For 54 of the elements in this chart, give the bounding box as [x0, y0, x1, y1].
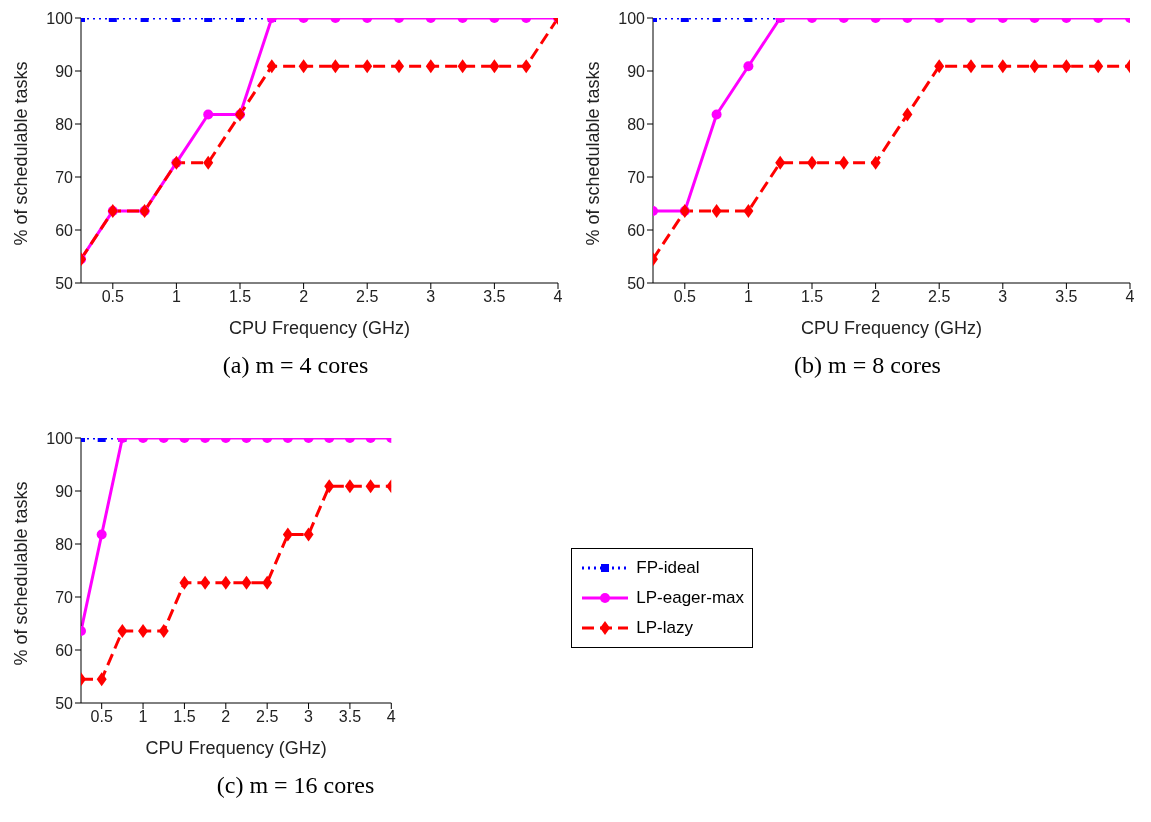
legend-label: FP-ideal	[636, 558, 700, 578]
x-axis-title: CPU Frequency (GHz)	[228, 318, 411, 338]
y-tick-label: 80	[627, 115, 646, 133]
y-tick-label: 90	[55, 62, 74, 80]
y-axis-title: % of schedulable tasks	[11, 481, 32, 666]
x-tick-label: 3	[998, 288, 1008, 306]
x-tick-label: 1.5	[173, 708, 196, 726]
y-tick-label: 80	[55, 535, 74, 553]
y-tick-label: 50	[55, 694, 74, 712]
y-tick-label: 60	[55, 221, 74, 239]
x-tick-label: 1	[171, 288, 181, 306]
x-tick-label: 4	[553, 288, 563, 306]
legend-label: LP-eager-max	[636, 588, 744, 608]
x-tick-label: 2.5	[256, 708, 279, 726]
y-axis-title: % of schedulable tasks	[583, 61, 604, 246]
x-tick-label: 2.5	[356, 288, 379, 306]
x-tick-label: 1	[743, 288, 753, 306]
y-tick-label: 50	[55, 274, 74, 292]
y-tick-label: 70	[55, 588, 74, 606]
x-tick-label: 4	[386, 708, 396, 726]
x-tick-label: 2.5	[928, 288, 951, 306]
x-tick-label: 3.5	[338, 708, 362, 726]
y-tick-label: 80	[55, 115, 74, 133]
text: (a) m = 4 cores	[221, 352, 370, 379]
x-tick-label: 2	[299, 288, 309, 306]
y-tick-label: 70	[627, 168, 646, 186]
x-tick-label: 2	[221, 708, 231, 726]
y-tick-label: 90	[55, 482, 74, 500]
x-tick-label: 0.5	[673, 288, 697, 306]
x-tick-label: 3	[304, 708, 314, 726]
text: (b) m = 8 cores	[793, 352, 942, 379]
x-axis-title: CPU Frequency (GHz)	[800, 318, 983, 338]
x-tick-label: 3	[426, 288, 436, 306]
x-tick-label: 4	[1125, 288, 1135, 306]
y-tick-label: 100	[618, 9, 646, 27]
x-tick-label: 0.5	[90, 708, 113, 726]
y-tick-label: 90	[627, 62, 646, 80]
y-tick-label: 50	[627, 274, 646, 292]
x-tick-label: 1	[138, 708, 148, 726]
y-tick-label: 60	[627, 221, 646, 239]
y-axis-title: % of schedulable tasks	[11, 61, 32, 246]
y-tick-label: 100	[46, 429, 74, 447]
x-axis-title: CPU Frequency (GHz)	[145, 738, 327, 758]
y-tick-label: 60	[55, 641, 74, 659]
y-tick-label: 100	[46, 9, 74, 27]
x-tick-label: 1.5	[228, 288, 252, 306]
text: (c) m = 16 cores	[215, 772, 376, 799]
x-tick-label: 1.5	[800, 288, 824, 306]
y-tick-label: 70	[55, 168, 74, 186]
x-tick-label: 0.5	[101, 288, 125, 306]
x-tick-label: 3.5	[1055, 288, 1078, 306]
x-tick-label: 3.5	[483, 288, 506, 306]
x-tick-label: 2	[871, 288, 881, 306]
legend-label: LP-lazy	[636, 618, 693, 638]
